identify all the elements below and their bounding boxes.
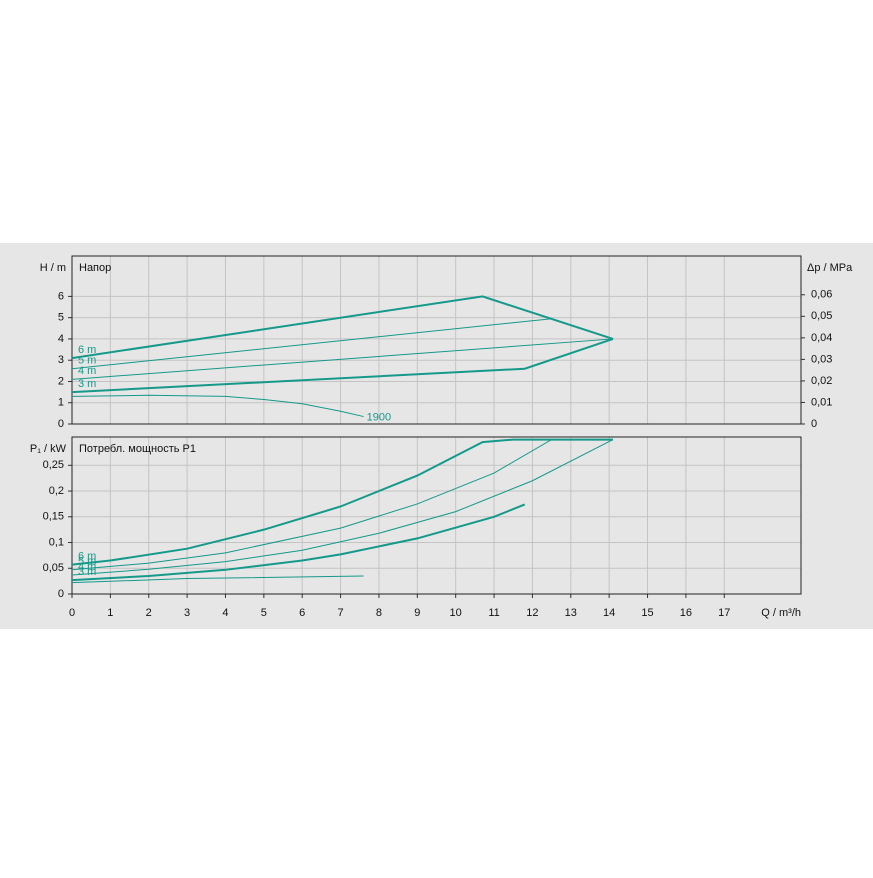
curve	[71, 394, 364, 418]
plot-area	[72, 437, 801, 594]
y-axis-label: H / m	[40, 262, 66, 274]
curve	[71, 338, 614, 380]
curve-label: 1900	[367, 411, 391, 423]
y-tick-label: 0,1	[49, 536, 64, 548]
y2-tick-label: 0,03	[811, 353, 832, 365]
y-tick-label: 0,15	[43, 511, 64, 523]
y2-tick-label: 0,04	[811, 332, 832, 344]
curve-label: 3 m	[78, 378, 96, 390]
y-axis-label: P₁ / kW	[30, 443, 67, 455]
x-tick-label: 14	[603, 607, 615, 619]
x-tick-label: 2	[146, 607, 152, 619]
y-tick-label: 0,2	[49, 485, 64, 497]
curve-label: 5 m	[78, 556, 96, 568]
x-tick-label: 3	[184, 607, 190, 619]
curve-label: 4 m	[78, 365, 96, 377]
curve-label: 6 m	[78, 551, 96, 563]
curve	[71, 439, 614, 576]
panel-title: Потребл. мощность P1	[79, 443, 196, 455]
y2-tick-label: 0	[811, 418, 817, 430]
y-tick-label: 2	[58, 375, 64, 387]
curve	[71, 438, 613, 566]
x-tick-label: 11	[488, 607, 499, 619]
y-tick-label: 5	[58, 312, 64, 324]
x-tick-label: 16	[680, 607, 692, 619]
curve	[71, 575, 364, 584]
curve	[71, 337, 614, 394]
curve-label: 6 m	[78, 344, 96, 356]
x-axis-label: Q / m³/h	[761, 607, 801, 619]
x-tick-label: 17	[718, 607, 730, 619]
y-tick-label: 6	[58, 290, 64, 302]
x-tick-label: 7	[338, 607, 344, 619]
curve	[71, 503, 526, 582]
x-tick-label: 1	[107, 607, 113, 619]
y2-tick-label: 0,06	[811, 289, 832, 301]
curve-label: 5 m	[78, 355, 96, 367]
plot-area	[72, 256, 801, 424]
curve-label: 3 m	[78, 566, 96, 578]
curve	[71, 295, 614, 360]
plot-frame	[71, 436, 802, 595]
curve-label: 4 m	[78, 561, 96, 573]
panel-title: Напор	[79, 262, 111, 274]
x-tick-label: 15	[641, 607, 653, 619]
x-tick-label: 10	[450, 607, 462, 619]
plot-frame	[71, 255, 802, 425]
x-tick-label: 9	[414, 607, 420, 619]
y-tick-label: 0,25	[43, 459, 64, 471]
y-tick-label: 1	[58, 397, 64, 409]
y-tick-label: 3	[58, 354, 64, 366]
y2-tick-label: 0,02	[811, 375, 832, 387]
x-tick-label: 13	[565, 607, 577, 619]
y2-tick-label: 0,05	[811, 310, 832, 322]
x-tick-label: 4	[222, 607, 228, 619]
x-tick-label: 12	[526, 607, 538, 619]
y2-axis-label: Δp / MPa	[807, 262, 853, 274]
curve	[71, 318, 552, 370]
x-tick-label: 6	[299, 607, 305, 619]
curve	[71, 439, 613, 571]
y-tick-label: 0	[58, 418, 64, 430]
x-tick-label: 0	[69, 607, 75, 619]
y2-tick-label: 0,01	[811, 396, 832, 408]
y-tick-label: 4	[58, 333, 64, 345]
y-tick-label: 0,05	[43, 562, 64, 574]
x-tick-label: 5	[261, 607, 267, 619]
y-tick-label: 0	[58, 588, 64, 600]
x-tick-label: 8	[376, 607, 382, 619]
